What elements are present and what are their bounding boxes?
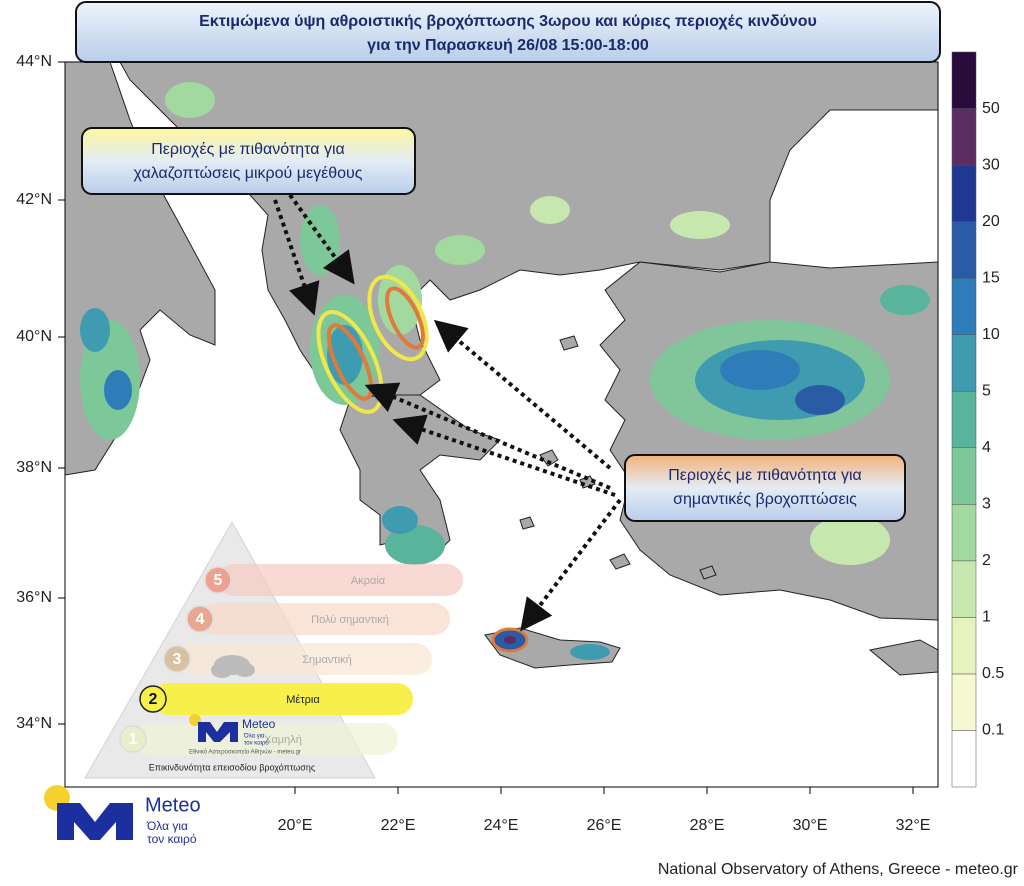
arrows — [273, 193, 622, 632]
risk-number: 1 — [129, 731, 138, 748]
precipitation — [80, 82, 930, 660]
colorbar-swatch — [951, 164, 977, 222]
colorbar-swatch — [951, 108, 977, 166]
colorbar-swatch — [951, 221, 977, 279]
lon-label: 26°E — [587, 817, 622, 834]
lon-label: 24°E — [484, 817, 519, 834]
lat-label: 42°N — [16, 191, 52, 208]
risk-bar — [200, 603, 450, 635]
colorbar-label: 20 — [982, 213, 1000, 230]
rain-box — [624, 454, 906, 522]
risk-bar — [218, 564, 463, 596]
risk-number-badge — [139, 685, 167, 713]
mini-logo-slogan: τον καιρό — [244, 740, 269, 747]
mini-logo-org: Εθνικό Αστεροσκοπείο Αθηνών - meteo.gr — [189, 749, 301, 756]
risk-label: Ακραία — [351, 575, 386, 587]
colorbar-swatch — [951, 560, 977, 618]
risk-legend: 5 Ακραία 4 Πολύ σημαντική 3 Σημαντική 2 Μέτρια 1… — [84, 520, 463, 779]
mini-logo-name: Meteo — [242, 717, 276, 731]
risk-number: 4 — [196, 611, 205, 628]
lon-label: 32°E — [896, 817, 931, 834]
risk-number-badge — [186, 605, 214, 633]
lat-label: 36°N — [16, 589, 52, 606]
hail-box — [81, 127, 416, 195]
greece-mainland — [339, 394, 501, 561]
colorbar-swatch — [951, 51, 977, 109]
islands — [519, 335, 717, 580]
colorbar-label: 1 — [982, 609, 991, 626]
lat-label: 40°N — [16, 328, 52, 345]
risk-number: 5 — [214, 572, 223, 589]
logo-slogan: τον καιρό — [147, 832, 197, 846]
colorbar-label: 0.5 — [982, 665, 1004, 682]
colorbar-swatch — [951, 277, 977, 335]
risk-number-badge — [204, 566, 232, 594]
risk-number: 2 — [149, 691, 158, 708]
colorbar-label: 3 — [982, 496, 991, 513]
risk-label: Χαμηλή — [264, 734, 302, 746]
colorbar-label: 10 — [982, 326, 1000, 343]
colorbar-swatch — [951, 673, 977, 731]
risk-label: Μέτρια — [286, 694, 320, 706]
logo-slogan: Όλα για — [146, 819, 188, 833]
colorbar-label: 2 — [982, 552, 991, 569]
colorbar-label: 30 — [982, 156, 1000, 173]
rain-text: σημαντικές βροχοπτώσεις — [673, 491, 857, 508]
risk-bar — [153, 683, 413, 715]
colorbar-label: 0.1 — [982, 722, 1004, 739]
logo: Meteo Όλα για τον καιρό — [44, 785, 201, 846]
colorbar-swatch — [951, 447, 977, 505]
colorbar-swatch — [951, 617, 977, 675]
rain-text: Περιοχές με πιθανότητα για — [668, 467, 862, 484]
colorbar-swatch — [951, 504, 977, 562]
risk-number: 3 — [173, 651, 182, 668]
lon-label: 22°E — [381, 817, 416, 834]
colorbar-label: 5 — [982, 382, 991, 399]
footer: National Observatory of Athens, Greece -… — [658, 861, 1019, 878]
title-line: για την Παρασκευή 26/08 15:00-18:00 — [367, 37, 649, 54]
colorbar-swatch — [951, 334, 977, 392]
colorbar-label: 15 — [982, 269, 1000, 286]
lon-label: 28°E — [690, 817, 725, 834]
lat-label: 38°N — [16, 459, 52, 476]
title-line: Εκτιμώμενα ύψη αθροιστικής βροχόπτωσης 3… — [199, 13, 817, 30]
colorbar-label: 4 — [982, 439, 991, 456]
title-box — [75, 1, 941, 63]
logo-name: Meteo — [145, 794, 201, 816]
risk-label: Σημαντική — [302, 654, 352, 666]
risk-caption: Επικινδυνότητα επεισοδίου βροχόπτωσης — [149, 762, 316, 772]
colorbar-label: 50 — [982, 100, 1000, 117]
lon-label: 20°E — [278, 817, 313, 834]
colorbar-swatch — [951, 390, 977, 449]
lon-label: 30°E — [793, 817, 828, 834]
cyprus — [868, 639, 938, 676]
colorbar-swatch — [951, 730, 977, 788]
lat-label: 34°N — [16, 715, 52, 732]
risk-label: Πολύ σημαντική — [311, 614, 389, 626]
mini-logo-slogan: Όλα για — [243, 734, 265, 740]
hail-text: χαλαζοπτώσεις μικρού μεγέθους — [134, 165, 363, 182]
lat-label: 44°N — [16, 53, 52, 70]
hail-text: Περιοχές με πιθανότητα για — [151, 141, 345, 158]
risk-number-badge — [119, 725, 147, 753]
risk-number-badge — [163, 645, 191, 673]
